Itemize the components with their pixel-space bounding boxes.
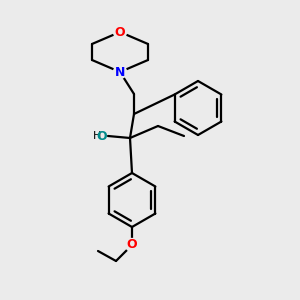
Circle shape (113, 26, 127, 38)
Text: O: O (115, 26, 125, 38)
Text: H: H (93, 131, 101, 141)
Text: O: O (96, 130, 107, 142)
Text: O: O (127, 238, 137, 251)
Circle shape (113, 65, 127, 79)
Text: N: N (115, 65, 125, 79)
Circle shape (125, 238, 139, 251)
